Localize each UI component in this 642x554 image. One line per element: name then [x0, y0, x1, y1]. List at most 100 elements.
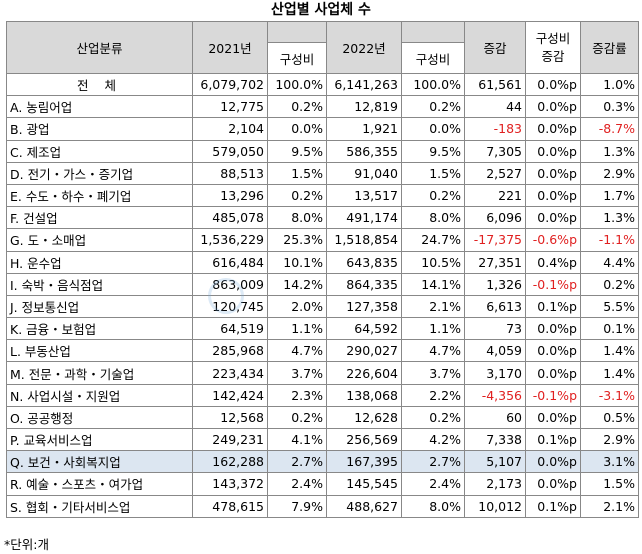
cell-v2021: 863,009 — [192, 272, 268, 296]
cell-v2021: 1,536,229 — [192, 228, 268, 252]
cell-s2022: 14.1% — [401, 272, 465, 296]
cell-s2022: 0.2% — [401, 95, 465, 119]
cell-s2022: 8.0% — [401, 206, 465, 230]
cell-schg: 0.0%p — [525, 339, 581, 363]
table-row: I. 숙박・음식점업 863,009 14.2% 864,335 14.1% 1,326-… — [6, 272, 639, 296]
cell-v2021: 142,424 — [192, 383, 268, 407]
cell-rate: 1.3% — [580, 139, 639, 163]
cell-s2021: 9.5% — [267, 139, 327, 163]
cell-s2021: 0.0% — [267, 117, 327, 141]
cell-s2021: 100.0% — [267, 72, 327, 97]
cell-s2021: 25.3% — [267, 228, 327, 252]
cell-schg: 0.0%p — [525, 206, 581, 230]
cell-s2021: 2.0% — [267, 294, 327, 319]
header-rate: 증감률 — [580, 21, 639, 74]
cell-s2022: 2.7% — [401, 450, 465, 474]
cell-name: E. 수도・하수・폐기업 — [6, 183, 193, 208]
cell-s2022: 0.0% — [401, 117, 465, 141]
cell-chg: 6,096 — [464, 206, 526, 230]
table-row: F. 건설업 485,078 8.0% 491,174 8.0% 6,096 0.0%p 1.… — [6, 206, 639, 230]
cell-s2022: 100.0% — [401, 72, 465, 97]
cell-schg: 0.0%p — [525, 183, 581, 208]
table-row: C. 제조업 579,050 9.5% 586,355 9.5% 7,305 0.0%p 1.… — [6, 139, 639, 163]
cell-rate: 1.5% — [580, 472, 639, 496]
header-share-2021-spacer — [267, 21, 327, 43]
cell-schg: -0.1%p — [525, 272, 581, 296]
table-row: R. 예술・스포츠・여가업 143,372 2.4% 145,545 2.4% 2,173… — [6, 472, 639, 496]
cell-chg: 3,170 — [464, 361, 526, 385]
cell-v2022: 13,517 — [326, 183, 402, 208]
cell-chg: 1,326 — [464, 272, 526, 296]
cell-v2022: 138,068 — [326, 383, 402, 407]
cell-v2021: 120,745 — [192, 294, 268, 319]
cell-chg: 73 — [464, 317, 526, 341]
cell-name: J. 정보통신업 — [6, 294, 193, 319]
cell-schg: 0.0%p — [525, 361, 581, 385]
table-body: 전 체 6,079,702 100.0% 6,141,263 100.0% 61,561 0… — [6, 72, 639, 518]
cell-v2022: 12,819 — [326, 95, 402, 119]
cell-schg: 0.0%p — [525, 161, 581, 185]
cell-v2021: 223,434 — [192, 361, 268, 385]
cell-rate: 1.4% — [580, 361, 639, 385]
cell-chg: 2,173 — [464, 472, 526, 496]
header-change: 증감 — [464, 21, 526, 74]
cell-v2022: 91,040 — [326, 161, 402, 185]
cell-rate: 1.0% — [580, 72, 639, 97]
cell-v2022: 290,027 — [326, 339, 402, 363]
cell-rate: 2.1% — [580, 494, 639, 518]
cell-s2021: 8.0% — [267, 206, 327, 230]
cell-s2021: 0.2% — [267, 405, 327, 430]
cell-rate: 2.9% — [580, 161, 639, 185]
cell-s2021: 4.7% — [267, 339, 327, 363]
table-row: A. 농림어업 12,775 0.2% 12,819 0.2% 44 0.0%p 0.3% — [6, 95, 639, 119]
cell-v2021: 285,968 — [192, 339, 268, 363]
cell-s2022: 9.5% — [401, 139, 465, 163]
cell-chg: 27,351 — [464, 250, 526, 274]
cell-v2022: 145,545 — [326, 472, 402, 496]
table-row: H. 운수업 616,484 10.1% 643,835 10.5% 27,351 0.4%… — [6, 250, 639, 274]
cell-v2021: 6,079,702 — [192, 72, 268, 97]
cell-v2021: 64,519 — [192, 317, 268, 341]
table-row: 전 체 6,079,702 100.0% 6,141,263 100.0% 61,561 0… — [6, 72, 639, 97]
cell-rate: 1.3% — [580, 206, 639, 230]
cell-v2021: 13,296 — [192, 183, 268, 208]
header-share-change: 구성비 증감 — [525, 21, 581, 74]
table-row: O. 공공행정 12,568 0.2% 12,628 0.2% 60 0.0%p 0.5% — [6, 405, 639, 430]
cell-rate: 0.5% — [580, 405, 639, 430]
cell-v2021: 2,104 — [192, 117, 268, 141]
cell-s2021: 1.1% — [267, 317, 327, 341]
cell-v2021: 12,568 — [192, 405, 268, 430]
cell-chg: 4,059 — [464, 339, 526, 363]
table-row: Q. 보건・사회복지업 162,288 2.7% 167,395 2.7% 5,107 0.… — [6, 450, 639, 474]
cell-v2022: 64,592 — [326, 317, 402, 341]
cell-schg: 0.0%p — [525, 117, 581, 141]
cell-chg: 7,338 — [464, 427, 526, 452]
cell-v2022: 1,921 — [326, 117, 402, 141]
cell-name: Q. 보건・사회복지업 — [6, 450, 193, 474]
cell-chg: 61,561 — [464, 72, 526, 97]
cell-schg: -0.1%p — [525, 383, 581, 407]
cell-v2021: 579,050 — [192, 139, 268, 163]
cell-v2021: 478,615 — [192, 494, 268, 518]
cell-s2022: 2.4% — [401, 472, 465, 496]
cell-schg: 0.0%p — [525, 472, 581, 496]
cell-chg: 60 — [464, 405, 526, 430]
cell-name: B. 광업 — [6, 117, 193, 141]
cell-name: C. 제조업 — [6, 139, 193, 163]
cell-s2022: 10.5% — [401, 250, 465, 274]
cell-schg: 0.1%p — [525, 427, 581, 452]
table-row: D. 전기・가스・증기업 88,513 1.5% 91,040 1.5% 2,527 0.0… — [6, 161, 639, 185]
cell-schg: 0.0%p — [525, 405, 581, 430]
cell-name: G. 도・소매업 — [6, 228, 193, 252]
cell-chg: 44 — [464, 95, 526, 119]
cell-v2021: 88,513 — [192, 161, 268, 185]
table-row: K. 금융・보험업 64,519 1.1% 64,592 1.1% 73 0.0%p 0.1% — [6, 317, 639, 341]
cell-s2021: 2.4% — [267, 472, 327, 496]
cell-chg: 10,012 — [464, 494, 526, 518]
cell-chg: 5,107 — [464, 450, 526, 474]
cell-name: L. 부동산업 — [6, 339, 193, 363]
cell-s2021: 0.2% — [267, 95, 327, 119]
cell-chg: -17,375 — [464, 228, 526, 252]
header-share-2022: 구성비 — [401, 42, 465, 74]
cell-rate: 5.5% — [580, 294, 639, 319]
